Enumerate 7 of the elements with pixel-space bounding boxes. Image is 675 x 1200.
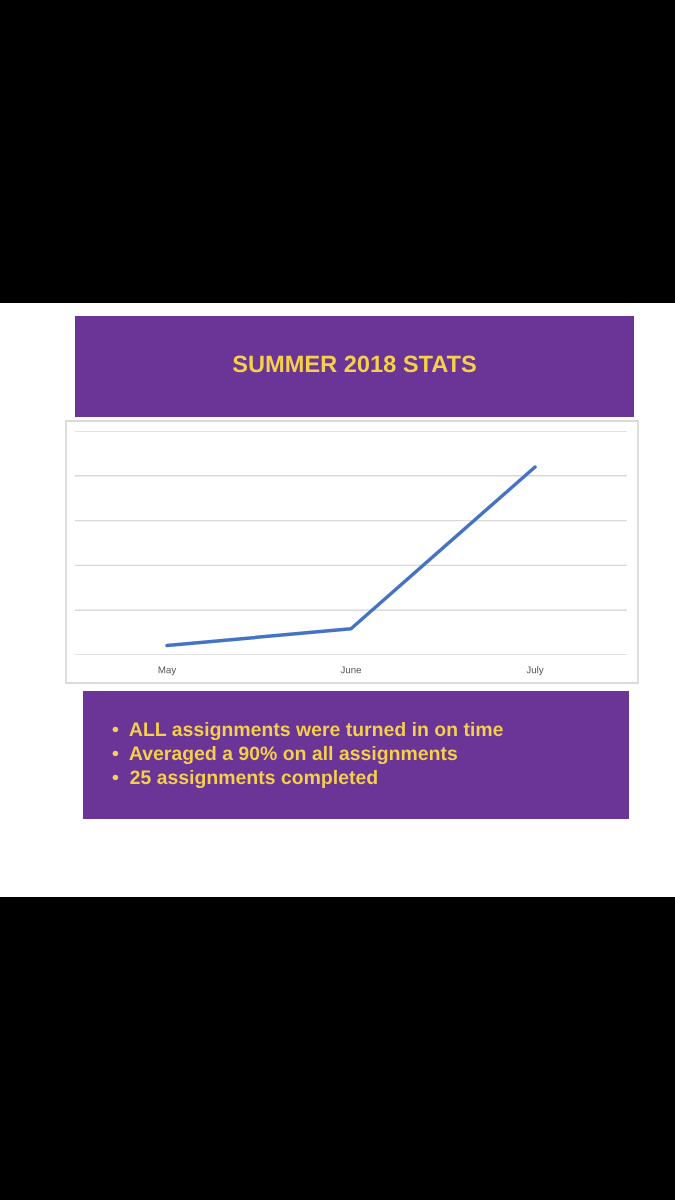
x-tick-label: June — [340, 666, 362, 674]
x-tick-label: July — [526, 666, 544, 676]
text: • ALL assignments were turned in on time — [112, 721, 503, 741]
text: • Averaged a 90% on all assignments — [112, 745, 457, 765]
chart-title: SUMMER 2018 STATS — [232, 355, 476, 373]
x-tick-label: May — [158, 666, 177, 676]
text: • 25 assignments completed — [112, 769, 377, 789]
